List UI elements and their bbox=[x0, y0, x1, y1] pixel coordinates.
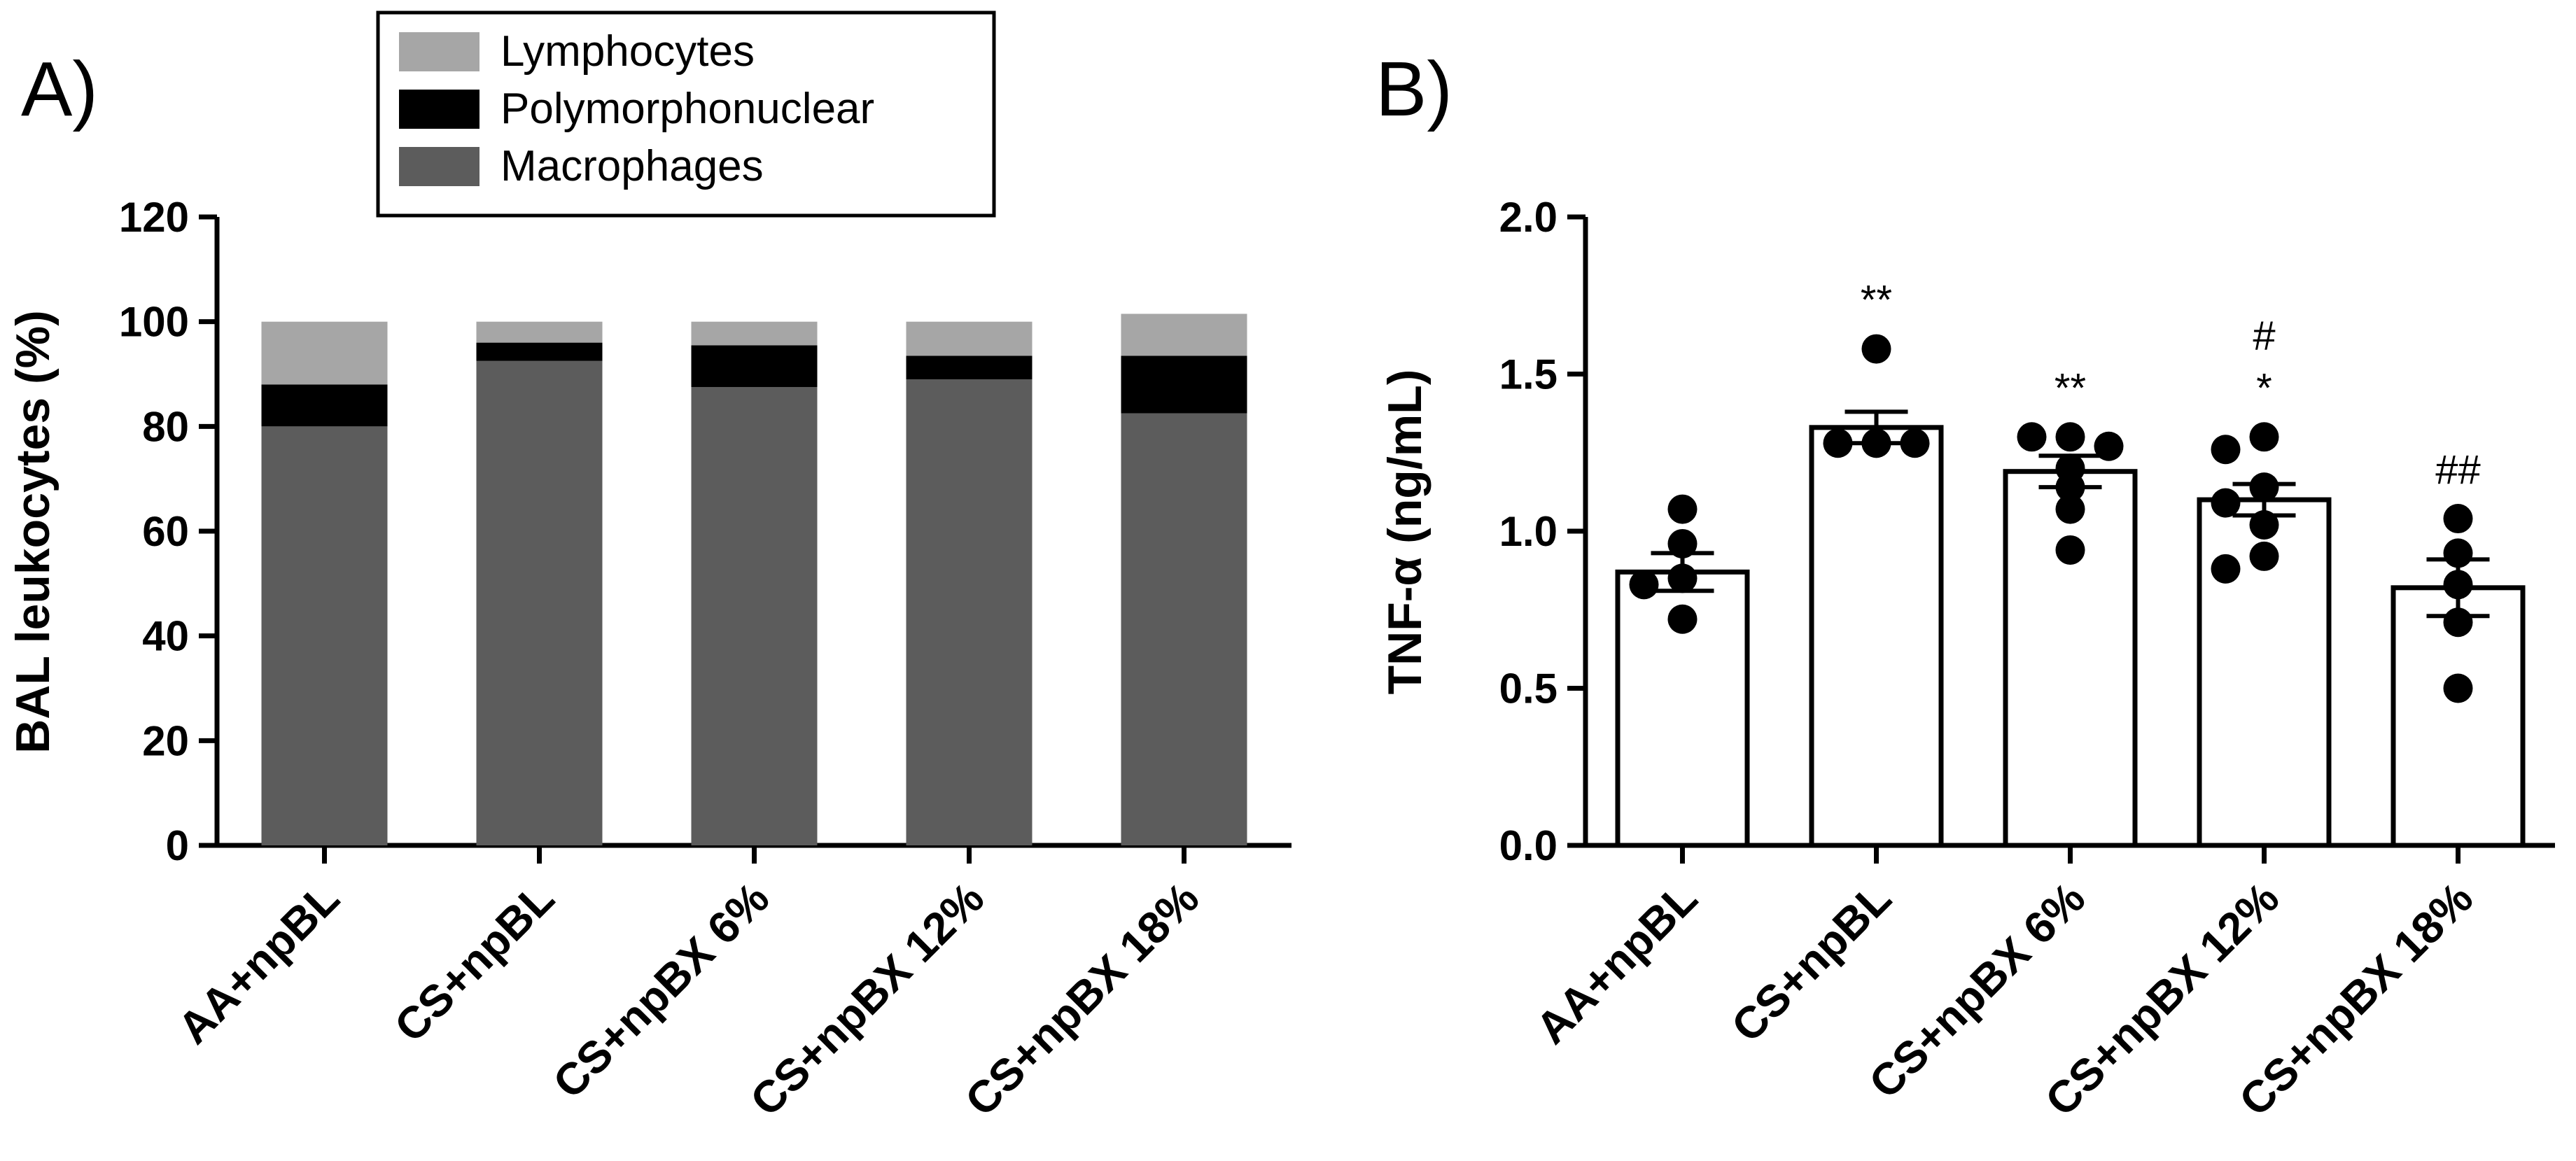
data-point bbox=[2443, 607, 2473, 638]
y-tick-label: 20 bbox=[142, 717, 189, 764]
bar-polymorphonuclear-cs-npbl bbox=[476, 342, 603, 361]
bar-lymphocytes-cs-npbx-6 bbox=[691, 321, 818, 346]
data-point bbox=[2055, 472, 2085, 502]
panel-b: B) TNF-α (ng/mL) 0.0 0.5 1.0 1.5 2.0 AA+npBL *… bbox=[1376, 46, 2555, 1125]
bar-polymorphonuclear-cs-npbx-12 bbox=[906, 356, 1032, 379]
data-point bbox=[2443, 570, 2473, 600]
x-tick-label: CS+npBL bbox=[385, 873, 564, 1052]
y-tick-label: 2.0 bbox=[1499, 194, 1558, 241]
bar-polymorphonuclear-aa-npbl bbox=[261, 384, 388, 427]
legend: Lymphocytes Polymorphonuclear Macrophages bbox=[376, 10, 996, 218]
significance-label: ## bbox=[2435, 447, 2481, 493]
data-point bbox=[1667, 494, 1698, 524]
data-point bbox=[2055, 535, 2085, 565]
panel-a-y-axis-label: BAL leukocytes (%) bbox=[6, 310, 59, 754]
data-point bbox=[1900, 428, 1930, 458]
significance-label: ** bbox=[2054, 365, 2086, 411]
y-tick-label: 60 bbox=[142, 508, 189, 555]
y-tick-label: 1.0 bbox=[1499, 508, 1558, 555]
data-point bbox=[1861, 428, 1891, 458]
bar-macrophages-cs-npbx-12 bbox=[906, 379, 1032, 845]
y-tick-label: 1.5 bbox=[1499, 351, 1558, 398]
x-tick-label: CS+npBX 12% bbox=[741, 873, 994, 1126]
y-tick-label: 100 bbox=[119, 299, 189, 346]
bar-lymphocytes-aa-npbl bbox=[261, 321, 388, 385]
legend-label-lymphocytes: Lymphocytes bbox=[500, 27, 755, 76]
x-tick-label: AA+npBL bbox=[168, 873, 349, 1053]
bar-polymorphonuclear-cs-npbx-18 bbox=[1121, 356, 1247, 414]
significance-label: * bbox=[2256, 365, 2272, 411]
bar-lymphocytes-cs-npbl bbox=[476, 321, 603, 343]
data-point bbox=[2211, 435, 2241, 465]
y-tick-label: 0 bbox=[166, 822, 189, 869]
bar-polymorphonuclear-cs-npbx-6 bbox=[691, 345, 818, 388]
significance-label: ** bbox=[1861, 278, 1892, 323]
x-tick-label: CS+npBX 18% bbox=[955, 873, 1209, 1126]
data-point bbox=[2211, 488, 2241, 518]
x-tick-label: AA+npBL bbox=[1526, 873, 1707, 1053]
data-point bbox=[2443, 673, 2473, 703]
y-tick-label: 40 bbox=[142, 613, 189, 660]
data-point bbox=[2211, 554, 2241, 584]
y-tick-label: 0.5 bbox=[1499, 666, 1558, 712]
data-point bbox=[1823, 428, 1853, 458]
bar-lymphocytes-cs-npbx-18 bbox=[1121, 314, 1247, 356]
data-point bbox=[2249, 472, 2279, 502]
bar-cs-npbl bbox=[1809, 425, 1944, 848]
panel-a: A) Lymphocytes Polymorphonuclear Macrophag… bbox=[6, 10, 1292, 1125]
bar-macrophages-cs-npbx-18 bbox=[1121, 413, 1247, 845]
legend-swatch-polymorphonuclear bbox=[399, 90, 479, 129]
data-point bbox=[2055, 494, 2085, 524]
y-tick-label: 80 bbox=[142, 403, 189, 450]
panel-b-label: B) bbox=[1376, 46, 1452, 132]
legend-box bbox=[376, 10, 996, 218]
x-tick-label: CS+npBX 6% bbox=[543, 873, 778, 1108]
legend-swatch-lymphocytes bbox=[399, 32, 479, 71]
data-point bbox=[2249, 541, 2279, 571]
panel-b-plot: 0.00.51.01.52.0AA+npBL**CS+npBL**CS+npBX… bbox=[1499, 194, 2555, 1125]
bar-macrophages-cs-npbx-6 bbox=[691, 387, 818, 845]
data-point bbox=[2055, 422, 2085, 452]
bar-macrophages-cs-npbl bbox=[476, 360, 603, 845]
data-point bbox=[2017, 422, 2047, 452]
y-tick-label: 0.0 bbox=[1499, 822, 1558, 869]
significance-label: # bbox=[2253, 313, 2275, 358]
data-point bbox=[1667, 604, 1698, 634]
legend-label-macrophages: Macrophages bbox=[500, 142, 764, 190]
data-point bbox=[1667, 528, 1698, 558]
legend-label-polymorphonuclear: Polymorphonuclear bbox=[500, 85, 874, 133]
data-point bbox=[2094, 431, 2124, 461]
bar-cs-npbx-6 bbox=[2003, 469, 2138, 848]
y-tick-label: 120 bbox=[119, 194, 189, 241]
data-point bbox=[1861, 334, 1891, 364]
data-point bbox=[1667, 563, 1698, 593]
panel-a-label: A) bbox=[21, 46, 98, 132]
legend-swatch-macrophages bbox=[399, 147, 479, 186]
panel-b-y-axis-label: TNF-α (ng/mL) bbox=[1378, 370, 1432, 695]
data-point bbox=[1629, 570, 1659, 600]
bar-macrophages-aa-npbl bbox=[261, 426, 388, 845]
data-point bbox=[2443, 538, 2473, 568]
x-tick-label: CS+npBL bbox=[1722, 873, 1901, 1052]
data-point bbox=[2249, 422, 2279, 452]
data-point bbox=[2249, 510, 2279, 540]
data-point bbox=[2443, 504, 2473, 534]
bar-lymphocytes-cs-npbx-12 bbox=[906, 321, 1032, 356]
